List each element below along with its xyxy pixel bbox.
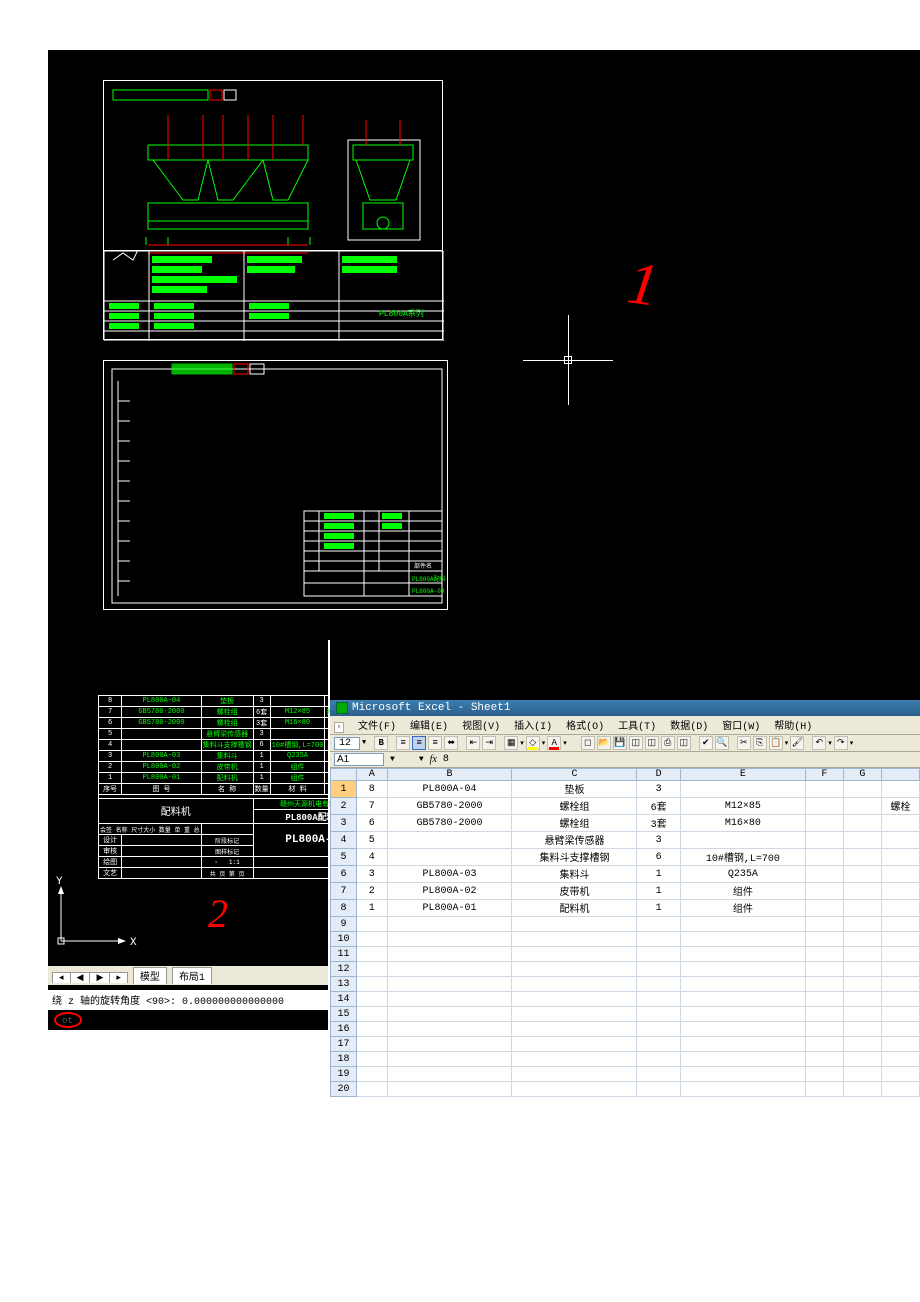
- align-left-button[interactable]: ≡: [396, 736, 410, 750]
- titleblock-1: PL800A系列: [103, 250, 443, 340]
- page: PL800A系列: [0, 0, 920, 1302]
- btn-5[interactable]: ◫: [645, 736, 659, 750]
- svg-text:PL800A配料: PL800A配料: [412, 575, 446, 583]
- drawing-frame-2: 部件名 PL800A配料 PL800A-00: [103, 360, 448, 610]
- undo-button[interactable]: ↶: [812, 736, 826, 750]
- excel-grid[interactable]: ABCDEFG18PL800A-04垫板327GB5780-2000螺栓组6套M…: [330, 768, 920, 1097]
- fontcolor-button[interactable]: A: [547, 736, 561, 750]
- borders-button[interactable]: ▦: [504, 736, 518, 750]
- excel-title-text: Microsoft Excel - Sheet1: [352, 702, 510, 714]
- cad-command-line[interactable]: 绕 z 轴的旋转角度 <90>: 0.000000000000000: [48, 990, 328, 1010]
- ucs-axis: Y X: [56, 886, 146, 960]
- excel-namebox-row[interactable]: ▼ ▼ fx 8: [330, 752, 920, 768]
- paste-button[interactable]: 📋: [769, 736, 783, 750]
- fontsize-box[interactable]: 12: [334, 737, 360, 750]
- menu-tools[interactable]: 工具(T): [618, 722, 656, 733]
- bom-table: 8PL800A-04垫板37GB5780-2000螺栓组6套M12×85规格填写…: [98, 695, 323, 879]
- svg-text:Y: Y: [56, 876, 63, 888]
- annotation-1: 1: [623, 248, 662, 321]
- excel-area: Microsoft Excel - Sheet1 ▫ 文件(F) 编辑(E) 视…: [330, 640, 920, 1030]
- svg-text:PL800A系列: PL800A系列: [379, 308, 424, 319]
- cmd-label: ot: [62, 1016, 73, 1026]
- cad-layout-tabs[interactable]: ◂◀▶▸ 模型 布局1: [48, 966, 328, 985]
- menu-view[interactable]: 视图(V): [462, 722, 500, 733]
- cad-screenshot-1: PL800A系列: [48, 50, 920, 640]
- merge-button[interactable]: ⬌: [444, 736, 458, 750]
- tab-model[interactable]: 模型: [133, 967, 167, 984]
- copy-button[interactable]: ⎘: [753, 736, 767, 750]
- save-button[interactable]: 💾: [613, 736, 627, 750]
- preview-button[interactable]: ◫: [677, 736, 691, 750]
- svg-text:部件名: 部件名: [414, 562, 432, 570]
- excel-titlebar[interactable]: Microsoft Excel - Sheet1: [330, 700, 920, 716]
- excel-icon: [336, 702, 348, 714]
- menu-help[interactable]: 帮助(H): [774, 722, 812, 733]
- fmtpaint-button[interactable]: 🖌: [790, 736, 804, 750]
- menu-file[interactable]: 文件(F): [358, 722, 396, 733]
- indent-inc-button[interactable]: ⇥: [482, 736, 496, 750]
- align-center-button[interactable]: ≡: [412, 736, 426, 750]
- fillcolor-button[interactable]: ◇: [526, 736, 540, 750]
- excel-window[interactable]: Microsoft Excel - Sheet1 ▫ 文件(F) 编辑(E) 视…: [330, 700, 920, 1030]
- svg-text:X: X: [130, 937, 137, 949]
- new-button[interactable]: ◻: [581, 736, 595, 750]
- annotation-2: 2: [208, 890, 228, 937]
- cut-button[interactable]: ✂: [737, 736, 751, 750]
- menu-edit[interactable]: 编辑(E): [410, 722, 448, 733]
- menu-window[interactable]: 窗口(W): [722, 722, 760, 733]
- align-right-button[interactable]: ≡: [428, 736, 442, 750]
- formula-bar-value[interactable]: 8: [443, 754, 449, 765]
- tab-layout1[interactable]: 布局1: [172, 967, 212, 984]
- spell-button[interactable]: ✔: [699, 736, 713, 750]
- bold-button[interactable]: B: [374, 736, 388, 750]
- btn-4[interactable]: ◫: [629, 736, 643, 750]
- excel-menubar[interactable]: ▫ 文件(F) 编辑(E) 视图(V) 插入(I) 格式(O) 工具(T) 数据…: [330, 716, 920, 735]
- name-box[interactable]: [334, 753, 384, 766]
- menu-insert[interactable]: 插入(I): [514, 722, 552, 733]
- fx-label: fx: [430, 754, 437, 765]
- research-button[interactable]: 🔍: [715, 736, 729, 750]
- menu-format[interactable]: 格式(O): [566, 722, 604, 733]
- svg-text:PL800A-00: PL800A-00: [412, 588, 445, 595]
- open-button[interactable]: 📂: [597, 736, 611, 750]
- print-button[interactable]: ⎙: [661, 736, 675, 750]
- indent-dec-button[interactable]: ⇤: [466, 736, 480, 750]
- redo-button[interactable]: ↷: [834, 736, 848, 750]
- menu-data[interactable]: 数据(D): [670, 722, 708, 733]
- excel-toolbar[interactable]: 12▼ B ≡ ≡ ≡ ⬌ ⇤ ⇥ ▦▾ ◇▾ A▾ ◻ 📂 💾 ◫: [330, 735, 920, 752]
- cad-screenshot-2: 8PL800A-04垫板37GB5780-2000螺栓组6套M12×85规格填写…: [48, 640, 328, 1030]
